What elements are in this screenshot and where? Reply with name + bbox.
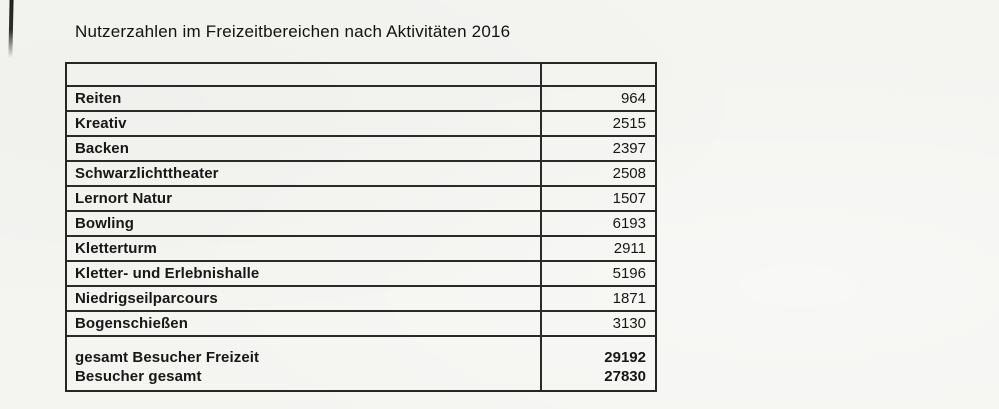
totals-row: gesamt Besucher Freizeit Besucher gesamt…	[67, 337, 655, 390]
table-row: Backen 2397	[67, 137, 655, 162]
activity-count: 1871	[612, 290, 646, 307]
activity-name: Kletterturm	[67, 237, 542, 260]
table-row: Bowling 6193	[67, 212, 655, 237]
table-row: Bogenschießen 3130	[67, 312, 655, 337]
total-value: 29192	[604, 349, 646, 366]
activity-count: 964	[620, 90, 646, 107]
table-row: Kletterturm 2911	[67, 237, 655, 262]
activity-name: Bogenschießen	[67, 312, 542, 335]
page-title: Nutzerzahlen im Freizeitbereichen nach A…	[75, 22, 511, 41]
activity-name: Bowling	[67, 212, 542, 235]
header-label-cell	[67, 64, 542, 85]
totals-value-cell: 29192 27830	[542, 337, 655, 390]
activity-count: 6193	[612, 215, 646, 232]
table-header-row	[67, 64, 655, 87]
activity-count: 1507	[612, 190, 646, 207]
table-row: Kletter- und Erlebnishalle 5196	[67, 262, 655, 287]
activity-count: 3130	[612, 315, 646, 332]
activity-count: 2515	[612, 115, 646, 132]
scan-edge-artifact	[8, 0, 14, 59]
table-row: Reiten 964	[67, 87, 655, 112]
activity-name: Backen	[67, 137, 542, 160]
activity-name: Reiten	[67, 87, 542, 110]
activity-name: Niedrigseilparcours	[67, 287, 542, 310]
activity-count: 5196	[612, 265, 646, 282]
activity-count: 2508	[612, 165, 646, 182]
activity-count: 2911	[613, 240, 646, 257]
total-label: gesamt Besucher Freizeit	[75, 349, 260, 366]
activity-name: Kletter- und Erlebnishalle	[67, 262, 542, 285]
totals-label-cell: gesamt Besucher Freizeit Besucher gesamt	[67, 337, 542, 390]
activity-count: 2397	[612, 140, 646, 157]
table-row: Kreativ 2515	[67, 112, 655, 137]
table-row: Niedrigseilparcours 1871	[67, 287, 655, 312]
total-label: Besucher gesamt	[75, 368, 202, 385]
activity-name: Schwarzlichttheater	[67, 162, 542, 185]
total-value: 27830	[604, 368, 646, 385]
activity-name: Kreativ	[67, 112, 542, 135]
table-row: Schwarzlichttheater 2508	[67, 162, 655, 187]
activity-name: Lernort Natur	[67, 187, 542, 210]
header-value-cell	[542, 64, 655, 85]
table-row: Lernort Natur 1507	[67, 187, 655, 212]
activity-table: Reiten 964 Kreativ 2515 Backen 2397 Schw…	[65, 62, 657, 392]
